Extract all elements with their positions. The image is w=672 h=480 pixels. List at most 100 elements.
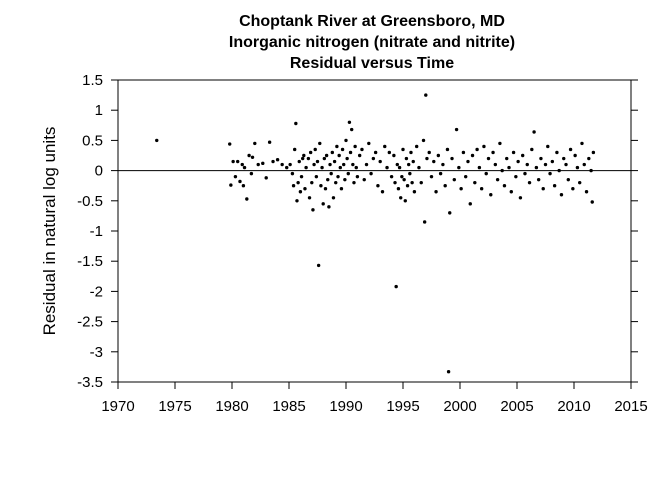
data-point: [327, 205, 331, 209]
data-point: [396, 187, 401, 191]
y-tick-label: -0.5: [77, 193, 103, 210]
data-point: [311, 208, 315, 212]
data-point: [340, 147, 345, 152]
data-point: [403, 199, 407, 203]
data-point: [464, 174, 468, 179]
data-point: [315, 159, 320, 164]
data-point: [229, 183, 233, 187]
data-point: [557, 168, 561, 173]
data-point: [357, 153, 362, 158]
data-point: [532, 130, 536, 134]
data-point: [518, 196, 523, 200]
data-point: [489, 193, 493, 197]
data-point: [505, 156, 509, 161]
data-point: [575, 165, 580, 170]
data-point: [452, 177, 456, 182]
data-point: [573, 153, 577, 158]
x-axis: 1970 1975 1980 1985 1990 1995 2000 2005 2010 2015: [101, 382, 648, 415]
data-point: [352, 180, 356, 185]
data-point: [280, 162, 284, 167]
data-point: [233, 174, 238, 179]
data-point: [299, 174, 304, 179]
data-point: [360, 147, 364, 152]
data-point: [362, 177, 366, 182]
data-point: [347, 120, 352, 124]
data-point: [383, 144, 387, 149]
data-point: [422, 220, 427, 224]
data-point: [353, 144, 357, 149]
data-point: [546, 144, 550, 149]
data-point: [443, 184, 447, 188]
data-point: [516, 159, 520, 164]
data-point: [448, 211, 452, 215]
data-point: [539, 156, 543, 161]
data-point: [571, 187, 575, 191]
data-point: [395, 162, 399, 167]
data-point: [319, 184, 323, 188]
data-point: [264, 176, 268, 180]
data-point: [590, 200, 594, 204]
x-tick-label: 1990: [329, 398, 362, 415]
data-point: [387, 150, 392, 155]
data-point: [521, 153, 525, 158]
data-point: [346, 171, 350, 176]
data-point: [339, 187, 344, 191]
data-point: [441, 162, 445, 167]
data-point: [523, 171, 527, 176]
data-point: [228, 142, 232, 146]
data-point: [410, 180, 414, 185]
data-point: [355, 174, 360, 179]
data-point: [397, 165, 402, 170]
data-point: [291, 184, 296, 188]
data-point: [543, 162, 548, 167]
data-point: [275, 158, 280, 162]
x-tick-label: 2010: [557, 398, 590, 415]
data-point: [324, 153, 329, 158]
data-point: [427, 150, 431, 155]
data-point: [550, 159, 555, 164]
data-point: [402, 177, 406, 182]
data-point: [236, 159, 240, 164]
data-point: [238, 179, 242, 184]
data-point: [295, 199, 299, 203]
data-point: [484, 171, 488, 176]
data-point: [500, 168, 504, 173]
y-axis-label: Residual in natural log units: [40, 127, 59, 336]
data-point: [369, 171, 373, 176]
data-point: [249, 171, 254, 176]
data-point: [408, 171, 412, 176]
data-point: [509, 190, 513, 194]
data-point: [245, 197, 249, 201]
data-point: [296, 180, 300, 185]
data-point: [502, 184, 507, 188]
data-point: [432, 159, 436, 164]
y-tick-label: 1.5: [82, 72, 103, 89]
data-point: [385, 165, 389, 170]
data-point: [342, 162, 346, 167]
data-point: [530, 147, 534, 152]
data-point: [434, 190, 438, 194]
data-point: [261, 161, 265, 166]
data-point: [580, 141, 584, 146]
y-tick-label: 0: [95, 163, 103, 180]
x-tick-label: 1985: [272, 398, 305, 415]
data-point: [404, 156, 409, 161]
data-point: [555, 150, 559, 155]
data-point: [468, 202, 472, 206]
data-point: [326, 177, 330, 182]
y-tick-label: -2.5: [77, 314, 103, 331]
data-point: [322, 156, 327, 161]
data-point: [564, 162, 568, 167]
data-point: [412, 190, 417, 194]
data-point: [446, 370, 451, 374]
data-point: [343, 177, 347, 182]
data-point: [493, 162, 498, 167]
chart-title: Choptank River at Greensboro, MD: [239, 13, 505, 30]
y-tick-label: 0.5: [82, 132, 103, 149]
data-point: [559, 193, 564, 197]
data-point: [582, 162, 586, 167]
data-point: [332, 159, 337, 164]
data-point: [307, 196, 312, 200]
data-point: [308, 150, 313, 155]
